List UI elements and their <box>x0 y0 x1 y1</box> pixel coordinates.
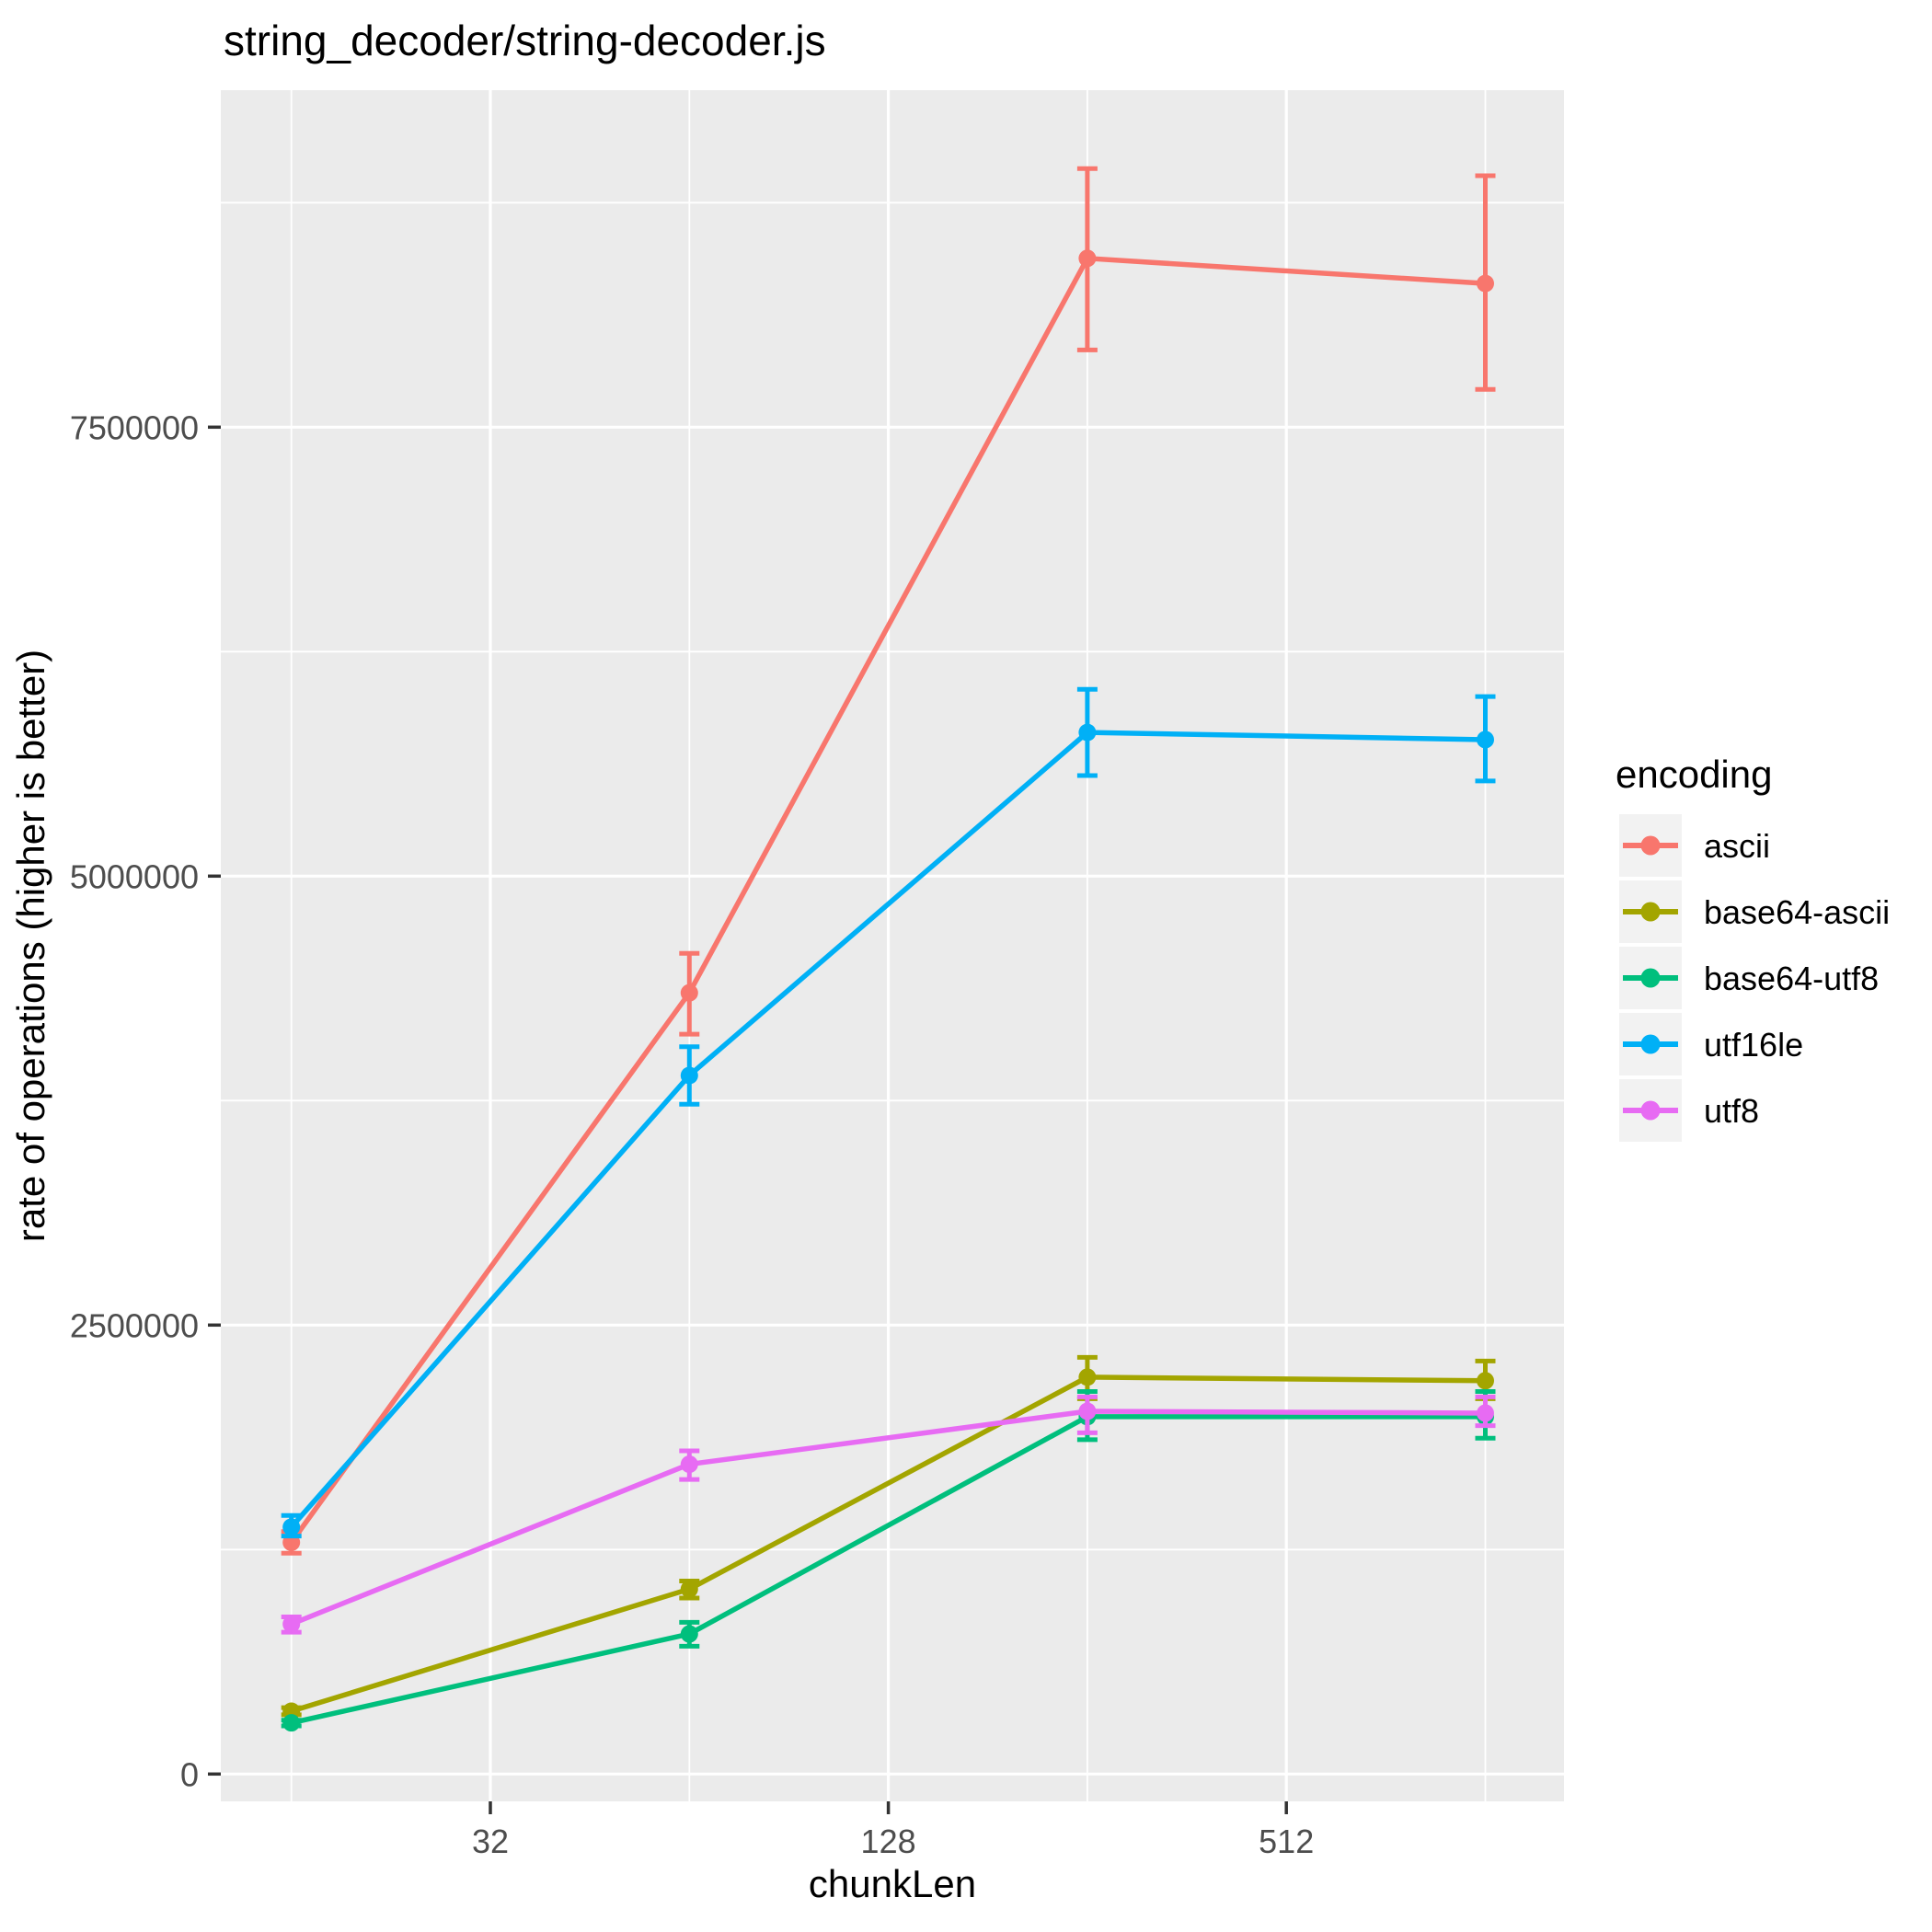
legend-label-utf16le: utf16le <box>1704 1026 1803 1064</box>
series-line <box>289 730 1486 1529</box>
y-tick-label: 0 <box>180 1755 199 1793</box>
legend-key-point <box>1640 902 1661 922</box>
data-point <box>282 1714 301 1732</box>
series-line <box>290 1409 1486 1627</box>
data-point <box>1078 1368 1097 1386</box>
y-tick-label: 2500000 <box>70 1306 199 1344</box>
legend-key-point <box>1640 1034 1661 1054</box>
data-point <box>1078 249 1097 268</box>
y-tick-label: 5000000 <box>70 857 199 895</box>
legend-key-point <box>1640 968 1661 988</box>
data-point <box>282 1615 301 1633</box>
x-tick-label: 512 <box>1259 1823 1314 1860</box>
x-tick-label: 32 <box>472 1823 509 1860</box>
data-point <box>1078 1402 1097 1420</box>
legend-key-point <box>1640 1100 1661 1121</box>
data-point <box>680 1066 698 1085</box>
data-point <box>1078 723 1097 742</box>
legend: ascii base64-ascii base64-utf8 utf16le utf8 <box>1619 814 1890 1142</box>
series-line <box>290 1374 1486 1714</box>
x-axis-title: chunkLen <box>809 1862 976 1905</box>
legend-label-base64-utf8: base64-utf8 <box>1704 960 1879 997</box>
legend-label-base64-ascii: base64-ascii <box>1704 893 1890 931</box>
legend-label-utf8: utf8 <box>1704 1092 1759 1130</box>
series-utf16le <box>281 686 1496 1539</box>
chart-layer: 0 2500000 5000000 7500000 32 128 512 ascii base6… <box>70 90 1890 1860</box>
series-utf8 <box>281 1394 1496 1635</box>
x-tick-label: 128 <box>861 1823 916 1860</box>
gridlines <box>221 90 1564 1801</box>
data-point <box>1477 1372 1494 1390</box>
data-point <box>282 1518 301 1536</box>
plot-panel <box>221 90 1564 1801</box>
legend-key-point <box>1640 835 1661 856</box>
data-point <box>1477 1404 1494 1422</box>
axes: 0 2500000 5000000 7500000 32 128 512 <box>70 408 1314 1860</box>
legend-label-ascii: ascii <box>1704 827 1770 865</box>
y-tick-label: 7500000 <box>70 408 199 446</box>
chart-title: string_decoder/string-decoder.js <box>224 17 826 64</box>
series-ascii <box>281 166 1496 1556</box>
series-line <box>291 1414 1486 1726</box>
data-point <box>680 983 698 1002</box>
data-point <box>680 1580 698 1598</box>
data-point <box>1477 274 1494 293</box>
legend-title: encoding <box>1616 753 1772 796</box>
y-axis-title: rate of operations (higher is better) <box>9 650 52 1242</box>
data-point <box>680 1455 698 1474</box>
data-point <box>680 1625 698 1643</box>
data-point <box>1477 730 1494 749</box>
series-line <box>289 255 1486 1545</box>
